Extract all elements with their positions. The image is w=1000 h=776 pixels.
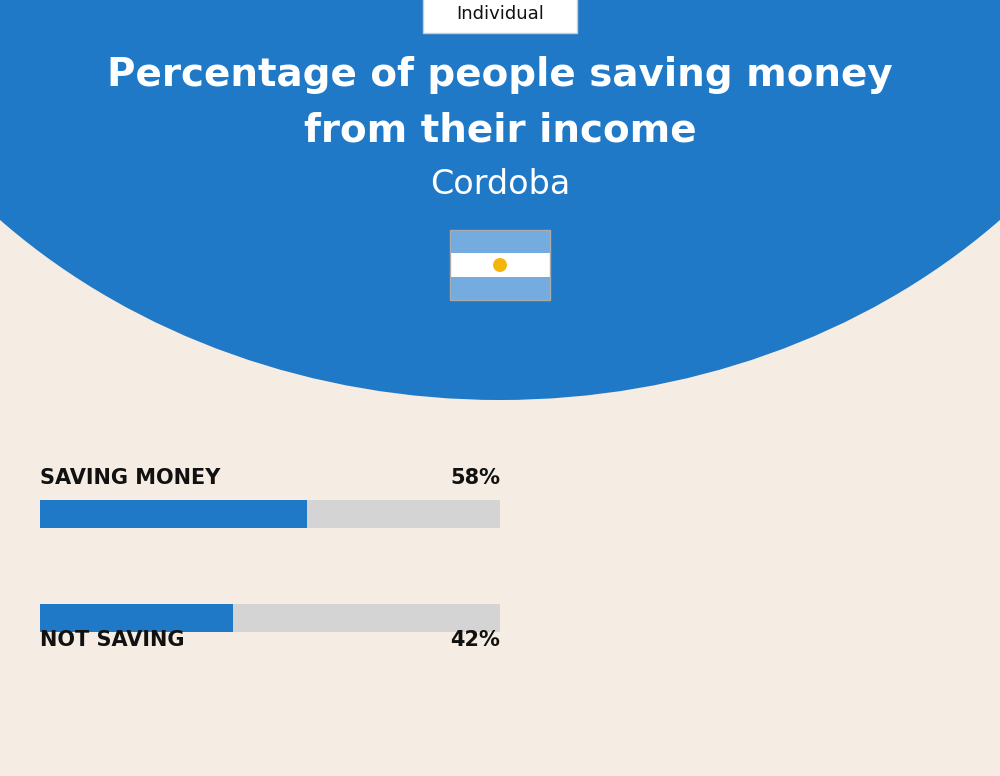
Bar [450,253,550,277]
Ellipse shape [0,0,1000,400]
Text: 58%: 58% [450,468,500,488]
Text: 42%: 42% [450,630,500,650]
FancyBboxPatch shape [423,0,577,33]
Text: Percentage of people saving money: Percentage of people saving money [107,56,893,94]
Text: NOT SAVING: NOT SAVING [40,630,184,650]
Bar [450,230,550,300]
Text: SAVING MONEY: SAVING MONEY [40,468,220,488]
Circle shape [493,258,507,272]
Text: from their income: from their income [304,111,696,149]
Bar [450,230,550,253]
Bar [40,604,233,632]
Bar [450,277,550,300]
Bar [40,500,307,528]
Text: Cordoba: Cordoba [430,168,570,202]
Bar [40,500,500,528]
Text: Individual: Individual [456,5,544,23]
Bar [40,604,500,632]
Bar [0,0,1000,200]
